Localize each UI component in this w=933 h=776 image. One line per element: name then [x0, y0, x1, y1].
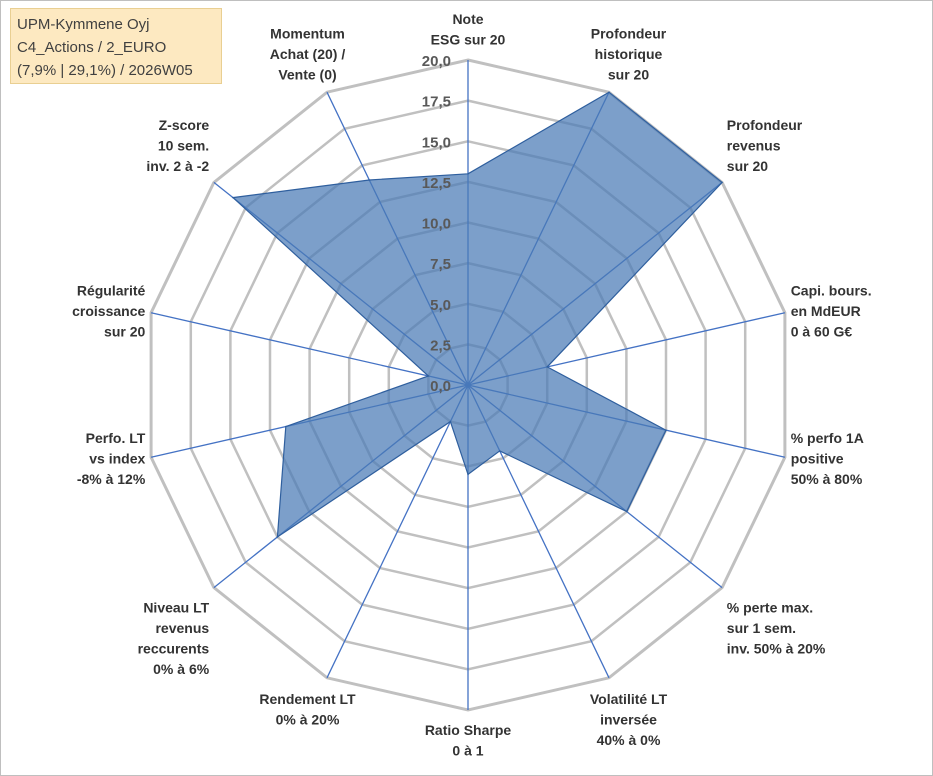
category-label-line: Z-score — [159, 117, 210, 133]
category-label-2: Profondeur revenus sur 20 — [727, 117, 803, 174]
category-label-line: 0% à 6% — [153, 661, 210, 677]
category-label-line: vs index — [89, 450, 145, 466]
data-point-3 — [546, 366, 548, 368]
category-labels: Note ESG sur 20 Profondeur historique sur 20… — [72, 11, 871, 759]
category-label-line: 50% à 80% — [791, 471, 863, 487]
category-label-line: Capi. bours. — [791, 283, 872, 299]
category-label-line: Rendement LT — [259, 691, 356, 707]
data-point-0 — [467, 173, 469, 175]
tick-label-2: 5,0 — [430, 297, 451, 314]
category-label-3: Capi. bours. en MdEUR 0 à 60 G€ — [791, 283, 872, 340]
category-label-line: positive — [791, 450, 844, 466]
tick-label-3: 7,5 — [430, 256, 451, 273]
category-label-13: Momentum Achat (20) / Vente (0) — [270, 25, 346, 82]
category-label-line: 40% à 0% — [597, 732, 661, 748]
info-company-name: UPM-Kymmene Oyj — [17, 16, 150, 33]
tick-label-0: 0,0 — [430, 378, 451, 395]
category-label-line: Volatilité LT — [590, 691, 668, 707]
category-label-line: inversée — [600, 712, 657, 728]
series-layer — [231, 91, 723, 539]
tick-label-8: 20,0 — [422, 53, 451, 70]
data-point-10 — [285, 425, 287, 428]
category-label-0: Note ESG sur 20 — [431, 11, 506, 48]
category-label-5: % perte max. sur 1 sem. inv. 50% à 20% — [727, 599, 826, 656]
info-period: (7,9% | 29,1%) / 2026W05 — [17, 62, 193, 79]
category-label-line: % perte max. — [727, 599, 813, 615]
category-label-line: Vente (0) — [278, 66, 336, 82]
category-label-line: 0 à 60 G€ — [791, 324, 853, 340]
category-label-line: Ratio Sharpe — [425, 722, 512, 738]
data-point-9 — [276, 536, 279, 538]
category-label-line: croissance — [72, 303, 145, 319]
category-label-12: Z-score 10 sem. inv. 2 à -2 — [146, 117, 209, 174]
category-label-1: Profondeur historique sur 20 — [591, 25, 667, 82]
tick-label-1: 2,5 — [430, 337, 451, 354]
category-label-7: Ratio Sharpe 0 à 1 — [425, 722, 512, 759]
category-label-line: ESG sur 20 — [431, 32, 506, 48]
data-point-2 — [721, 181, 723, 184]
category-label-line: inv. 50% à 20% — [727, 640, 826, 656]
category-label-line: sur 1 sem. — [727, 620, 796, 636]
data-point-1 — [608, 91, 610, 93]
category-label-line: 0% à 20% — [276, 712, 340, 728]
category-label-line: % perfo 1A — [791, 430, 864, 446]
data-point-11 — [427, 375, 430, 377]
category-label-line: revenus — [155, 620, 209, 636]
category-label-line: en MdEUR — [791, 303, 861, 319]
category-label-line: historique — [595, 46, 663, 62]
data-point-12 — [232, 196, 234, 199]
category-label-line: sur 20 — [727, 158, 768, 174]
category-label-line: Achat (20) / — [270, 46, 346, 62]
data-point-4 — [665, 429, 667, 432]
tick-label-7: 17,5 — [422, 94, 451, 111]
info-category: C4_Actions / 2_EURO — [17, 39, 167, 56]
data-point-7 — [467, 473, 469, 476]
category-label-line: Momentum — [270, 25, 345, 41]
axis-spoke-11 — [150, 312, 469, 386]
category-label-8: Rendement LT 0% à 20% — [259, 691, 356, 728]
tick-label-6: 15,0 — [422, 134, 451, 151]
category-label-line: Note — [452, 11, 483, 27]
category-label-6: Volatilité LT inversée 40% à 0% — [590, 691, 668, 748]
category-label-line: Régularité — [77, 283, 146, 299]
data-point-8 — [449, 420, 452, 423]
category-label-line: revenus — [727, 138, 781, 154]
category-label-line: reccurents — [138, 640, 210, 656]
category-label-4: % perfo 1A positive 50% à 80% — [791, 430, 864, 487]
data-point-6 — [498, 450, 501, 452]
tick-label-4: 10,0 — [422, 216, 451, 233]
category-label-line: inv. 2 à -2 — [146, 158, 209, 174]
tick-labels: 0,0 2,5 5,0 7,5 10,0 12,5 15,0 17,5 20,0 — [422, 53, 451, 395]
category-label-line: Niveau LT — [143, 599, 209, 615]
category-label-line: Profondeur — [727, 117, 803, 133]
data-point-5 — [626, 510, 628, 513]
data-point-13 — [368, 179, 371, 181]
category-label-line: sur 20 — [104, 324, 145, 340]
category-label-line: 0 à 1 — [452, 743, 483, 759]
info-box: UPM-Kymmene Oyj C4_Actions / 2_EURO (7,9… — [10, 8, 222, 84]
tick-label-5: 12,5 — [422, 175, 451, 192]
category-label-10: Perfo. LT vs index -8% à 12% — [77, 430, 146, 487]
category-label-line: sur 20 — [608, 66, 649, 82]
category-label-line: Profondeur — [591, 25, 667, 41]
category-label-line: -8% à 12% — [77, 471, 146, 487]
axis-spoke-8 — [326, 384, 469, 679]
category-label-9: Niveau LT revenus reccurents 0% à 6% — [138, 599, 210, 677]
category-label-11: Régularité croissance sur 20 — [72, 283, 145, 340]
category-label-line: 10 sem. — [158, 138, 209, 154]
category-label-line: Perfo. LT — [86, 430, 146, 446]
